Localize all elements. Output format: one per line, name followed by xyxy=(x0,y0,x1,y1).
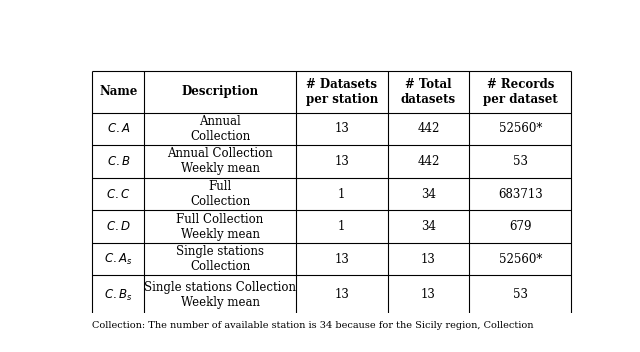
Text: 13: 13 xyxy=(334,253,349,265)
Text: Single stations
Collection: Single stations Collection xyxy=(176,245,264,273)
Text: Annual
Collection: Annual Collection xyxy=(190,115,250,143)
Text: $C.A$: $C.A$ xyxy=(107,122,130,136)
Text: Annual Collection
Weekly mean: Annual Collection Weekly mean xyxy=(167,147,273,176)
Text: Description: Description xyxy=(182,85,259,98)
Text: 13: 13 xyxy=(421,289,436,301)
Text: Single stations Collection
Weekly mean: Single stations Collection Weekly mean xyxy=(144,281,296,309)
Text: $C.B$: $C.B$ xyxy=(107,155,130,168)
Text: 52560*: 52560* xyxy=(499,253,542,265)
Text: 13: 13 xyxy=(334,155,349,168)
Text: 442: 442 xyxy=(417,122,440,136)
Text: Name: Name xyxy=(99,85,138,98)
Text: # Total
datasets: # Total datasets xyxy=(401,78,456,106)
Text: 1: 1 xyxy=(338,220,346,233)
Text: 53: 53 xyxy=(513,155,528,168)
Text: $C.D$: $C.D$ xyxy=(106,220,131,233)
Text: # Records
per dataset: # Records per dataset xyxy=(483,78,557,106)
Text: # Datasets
per station: # Datasets per station xyxy=(305,78,378,106)
Text: $C.B_s$: $C.B_s$ xyxy=(104,288,132,302)
Text: Full
Collection: Full Collection xyxy=(190,180,250,208)
Text: 13: 13 xyxy=(334,289,349,301)
Text: 34: 34 xyxy=(421,188,436,201)
Text: 442: 442 xyxy=(417,155,440,168)
Text: 1: 1 xyxy=(338,188,346,201)
Text: 53: 53 xyxy=(513,289,528,301)
Text: $C.A_s$: $C.A_s$ xyxy=(104,252,132,266)
Text: 52560*: 52560* xyxy=(499,122,542,136)
Text: $C.C$: $C.C$ xyxy=(106,188,131,201)
Text: Full Collection
Weekly mean: Full Collection Weekly mean xyxy=(177,213,264,240)
Text: 679: 679 xyxy=(509,220,531,233)
Text: 683713: 683713 xyxy=(498,188,543,201)
Text: 13: 13 xyxy=(334,122,349,136)
Text: Collection: The number of available station is 34 because for the Sicily region,: Collection: The number of available stat… xyxy=(92,321,534,331)
Text: 34: 34 xyxy=(421,220,436,233)
Text: 13: 13 xyxy=(421,253,436,265)
